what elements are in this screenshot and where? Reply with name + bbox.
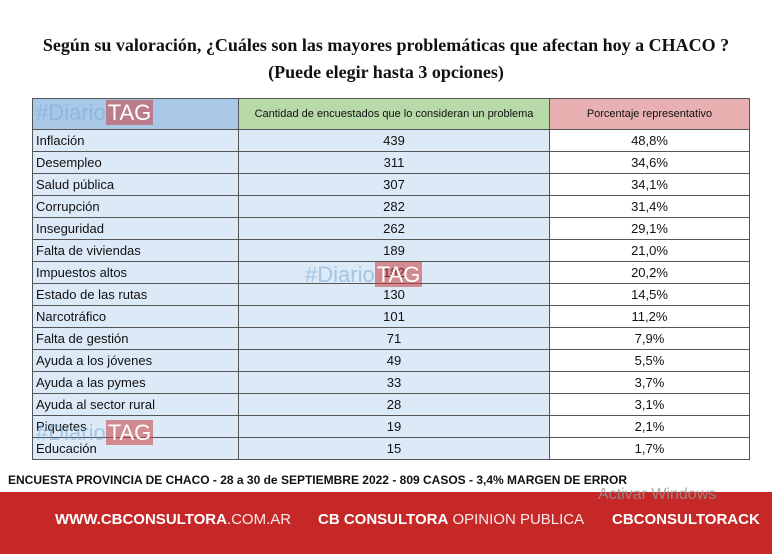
table-cell: 21,0% — [549, 239, 750, 262]
table-row: Inseguridad 262 29,1% — [32, 217, 750, 240]
table-row: Ayuda a las pymes 33 3,7% — [32, 371, 750, 394]
table-cell: Inseguridad — [32, 217, 239, 240]
header-cell: Cantidad de encuestados que lo considera… — [238, 98, 550, 130]
table-cell: 7,9% — [549, 327, 750, 350]
table-cell: Corrupción — [32, 195, 239, 218]
table-cell: 34,6% — [549, 151, 750, 174]
os-overlay: Activar Windows — [598, 486, 717, 503]
table-row: Desempleo 311 34,6% — [32, 151, 750, 174]
table-cell: 2,1% — [549, 415, 750, 438]
table-cell: Estado de las rutas — [32, 283, 239, 306]
table-row: Estado de las rutas 130 14,5% — [32, 283, 750, 306]
table-cell: 101 — [238, 305, 550, 328]
table-body: Inflación 439 48,8% Desempleo 311 34,6% Salud … — [32, 129, 750, 460]
table-cell: Ayuda al sector rural — [32, 393, 239, 416]
title: Según su valoración, ¿Cuáles son las may… — [42, 35, 730, 55]
table-row: Ayuda a los jóvenes 49 5,5% — [32, 349, 750, 372]
table-cell: 189 — [238, 239, 550, 262]
footer-text: CB CONSULTORA — [318, 511, 449, 528]
table-cell: 14,5% — [549, 283, 750, 306]
table-row: Falta de gestión 71 7,9% — [32, 327, 750, 350]
footer-web[interactable]: WWW.CBCONSULTORA.COM.AR — [55, 511, 291, 528]
footer-bar: WWW.CBCONSULTORA.COM.AR CB CONSULTORA OP… — [0, 492, 772, 554]
table-cell: Falta de gestión — [32, 327, 239, 350]
table-cell: 262 — [238, 217, 550, 240]
table-cell: 20,2% — [549, 261, 750, 284]
table-row: Corrupción 282 31,4% — [32, 195, 750, 218]
table-cell: 311 — [238, 151, 550, 174]
table-cell: 19 — [238, 415, 550, 438]
table-row: Piquetes 19 2,1% — [32, 415, 750, 438]
table-cell: 71 — [238, 327, 550, 350]
table-cell: Desempleo — [32, 151, 239, 174]
footer-text: WWW.CBCONSULTORA — [55, 511, 227, 528]
table-row: Ayuda al sector rural 28 3,1% — [32, 393, 750, 416]
footnote: ENCUESTA PROVINCIA DE CHACO - 28 a 30 de… — [8, 473, 628, 487]
table-row: Inflación 439 48,8% — [32, 129, 750, 152]
footer-text: .COM.AR — [226, 511, 292, 528]
table-cell: Ayuda a los jóvenes — [32, 349, 239, 372]
table-cell: Salud pública — [32, 173, 239, 196]
table: Cantidad de encuestados que lo considera… — [32, 98, 750, 460]
table-cell: 49 — [238, 349, 550, 372]
table-cell: 3,1% — [549, 393, 750, 416]
table-cell: Inflación — [32, 129, 239, 152]
footer-twitter[interactable]: CBCONSULTORACK — [612, 511, 760, 528]
table-row: Impuestos altos 182 20,2% — [32, 261, 750, 284]
table-cell: 15 — [238, 437, 550, 460]
table-cell: 28 — [238, 393, 550, 416]
table-cell: Ayuda a las pymes — [32, 371, 239, 394]
table-row: Falta de viviendas 189 21,0% — [32, 239, 750, 262]
table-cell: 5,5% — [549, 349, 750, 372]
table-cell: 439 — [238, 129, 550, 152]
table-row: Salud pública 307 34,1% — [32, 173, 750, 196]
table-cell: 282 — [238, 195, 550, 218]
table-cell: 182 — [238, 261, 550, 284]
subtitle: (Puede elegir hasta 3 opciones) — [268, 62, 504, 82]
table-row: Educación 15 1,7% — [32, 437, 750, 460]
table-cell: 307 — [238, 173, 550, 196]
table-cell: 130 — [238, 283, 550, 306]
header-cell: Porcentaje representativo — [549, 98, 750, 130]
table-cell: Falta de viviendas — [32, 239, 239, 262]
table-cell: Narcotráfico — [32, 305, 239, 328]
table-cell: 3,7% — [549, 371, 750, 394]
table-cell: 29,1% — [549, 217, 750, 240]
table-cell: 31,4% — [549, 195, 750, 218]
table-cell: 11,2% — [549, 305, 750, 328]
footer-facebook[interactable]: CB CONSULTORA OPINION PUBLICA — [318, 511, 584, 528]
footer-text: CBCONSULTORACK — [612, 511, 760, 528]
header-row: Cantidad de encuestados que lo considera… — [32, 98, 750, 130]
table-cell: 33 — [238, 371, 550, 394]
table-cell: 48,8% — [549, 129, 750, 152]
table-cell: Educación — [32, 437, 239, 460]
table-cell: Piquetes — [32, 415, 239, 438]
header-cell — [32, 98, 239, 130]
footer-text: OPINION PUBLICA — [448, 511, 585, 528]
table-row: Narcotráfico 101 11,2% — [32, 305, 750, 328]
table-cell: 34,1% — [549, 173, 750, 196]
table-cell: Impuestos altos — [32, 261, 239, 284]
table-cell: 1,7% — [549, 437, 750, 460]
